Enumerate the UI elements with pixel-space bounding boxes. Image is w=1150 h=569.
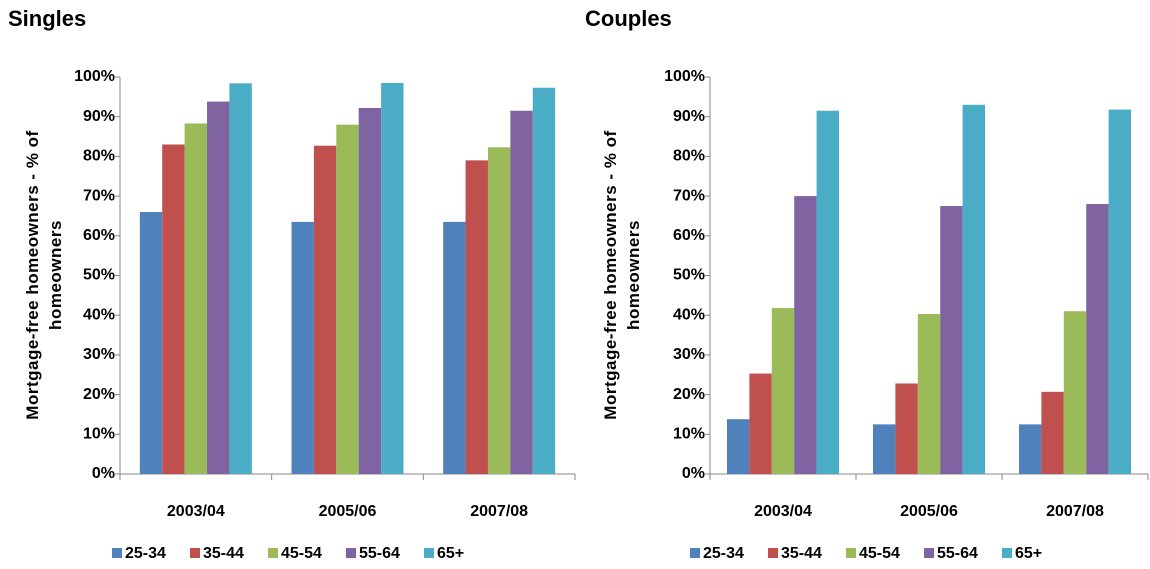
bar [749,373,772,474]
legend-label: 45-54 [859,545,900,562]
bar [771,308,795,474]
bar [727,419,750,474]
y-tick-label: 40% [83,306,115,323]
bar [162,144,185,475]
legend-swatch [190,548,200,558]
bar [1086,204,1109,475]
bar [794,196,817,474]
x-tick-label: 2005/06 [900,503,958,520]
y-tick-label: 70% [83,187,115,204]
y-tick-label: 30% [83,346,115,363]
legend-swatch [1002,548,1012,558]
x-tick-label: 2005/06 [319,503,377,520]
y-tick-label: 90% [83,108,115,125]
bar [465,160,488,474]
y-tick-label: 60% [83,227,115,244]
legend-label: 55-64 [937,545,978,562]
legend-swatch [112,548,122,558]
y-tick-label: 70% [673,187,705,204]
legend-label: 45-54 [281,545,322,562]
y-axis-label: Mortgage-free homeowners - % of homeowne… [601,130,643,420]
y-tick-label: 80% [83,148,115,165]
bar [895,383,918,474]
y-axis-label: Mortgage-free homeowners - % of homeowne… [23,130,65,420]
y-tick-label: 20% [673,386,705,403]
legend-swatch [268,548,278,558]
y-tick-label: 100% [664,68,705,85]
bar [816,110,839,475]
bar [1108,109,1131,474]
y-tick-label: 80% [673,148,705,165]
y-tick-label: 20% [83,386,115,403]
bar [381,82,404,474]
y-tick-label: 10% [673,426,705,443]
bar [487,147,511,475]
y-tick-label: 0% [682,465,705,482]
bar [962,104,985,474]
legend-swatch [424,548,434,558]
chart-title: Couples [585,6,672,31]
bar [139,211,163,475]
bar [443,221,466,474]
y-tick-label: 60% [673,227,705,244]
bar [184,123,208,474]
bar [291,221,314,474]
bar [940,206,963,474]
bar [207,101,230,474]
legend-label: 25-34 [125,545,166,562]
bar [229,83,252,475]
legend-label: 55-64 [359,545,400,562]
legend-label: 65+ [437,545,464,562]
legend-label: 35-44 [781,545,822,562]
bar [873,424,896,474]
bar [532,87,556,475]
legend-swatch [924,548,934,558]
y-tick-label: 0% [92,465,115,482]
bar [917,314,941,474]
legend-label: 65+ [1015,545,1042,562]
y-tick-label: 50% [673,267,705,284]
legend-swatch [346,548,356,558]
bar [510,110,533,475]
chart-title: Singles [8,6,86,31]
x-tick-label: 2007/08 [1046,503,1104,520]
legend-label: 35-44 [203,545,244,562]
legend-swatch [690,548,700,558]
bar [313,145,337,474]
legend-label: 25-34 [703,545,744,562]
y-tick-label: 50% [83,267,115,284]
y-tick-label: 40% [673,306,705,323]
legend-swatch [768,548,778,558]
bar [1063,311,1087,474]
bar [1041,391,1064,474]
y-tick-label: 10% [83,426,115,443]
y-tick-label: 90% [673,108,705,125]
bar [336,124,359,474]
x-tick-label: 2003/04 [167,503,225,520]
x-tick-label: 2007/08 [470,503,528,520]
y-tick-label: 30% [673,346,705,363]
y-tick-label: 100% [74,68,115,85]
x-tick-label: 2003/04 [754,503,812,520]
bar [358,107,382,474]
legend-swatch [846,548,856,558]
bar [1019,424,1042,474]
